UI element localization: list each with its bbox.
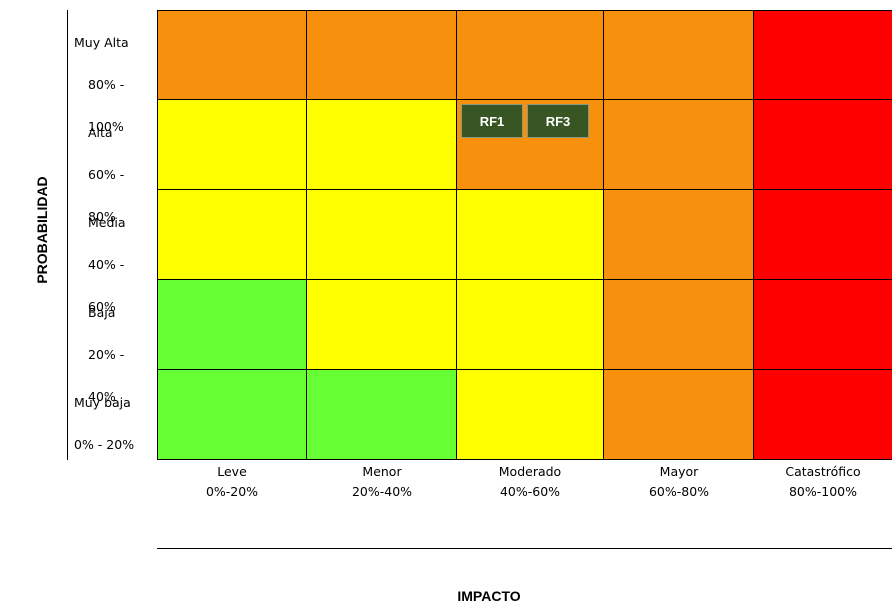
x-axis-title: IMPACTO [457, 588, 521, 604]
col-label-moderado: Moderado 40%-60% [498, 464, 562, 499]
matrix-cell-r4-c0 [157, 370, 307, 460]
matrix-cell-r4-c2 [457, 370, 604, 460]
matrix-cell-r3-c4 [754, 280, 892, 370]
matrix-cell-r1-c2: RF1 RF3 [457, 100, 604, 190]
matrix-cell-r2-c0 [157, 190, 307, 280]
matrix-cell-r3-c1 [307, 280, 457, 370]
matrix-cell-r3-c2 [457, 280, 604, 370]
matrix-cell-r4-c1 [307, 370, 457, 460]
matrix-cell-r4-c4 [754, 370, 892, 460]
col-label-leve: Leve 0%-20% [205, 464, 259, 499]
risk-matrix: RF1 RF3 [157, 10, 892, 460]
matrix-cell-r2-c4 [754, 190, 892, 280]
matrix-cell-r1-c1 [307, 100, 457, 190]
risk-tag-rf1[interactable]: RF1 [461, 104, 523, 138]
matrix-cell-r1-c0 [157, 100, 307, 190]
x-axis-line [157, 548, 892, 549]
matrix-cell-r1-c3 [604, 100, 754, 190]
matrix-cell-r1-c4 [754, 100, 892, 190]
risk-tag-rf3[interactable]: RF3 [527, 104, 589, 138]
matrix-cell-r0-c1 [307, 10, 457, 100]
row-label-media: Media 40% - 60% [88, 215, 126, 314]
row-label-alta: Alta 60% - 80% [88, 125, 125, 224]
matrix-cell-r2-c1 [307, 190, 457, 280]
matrix-cell-r0-c0 [157, 10, 307, 100]
col-label-mayor: Mayor 60%-80% [648, 464, 710, 499]
matrix-cell-r4-c3 [604, 370, 754, 460]
col-label-catastrofico: Catastrófico 80%-100% [785, 464, 861, 499]
matrix-cell-r0-c4 [754, 10, 892, 100]
row-label-muy-baja: Muy baja 0% - 20% [74, 395, 135, 452]
matrix-cell-r3-c3 [604, 280, 754, 370]
col-label-menor: Menor 20%-40% [351, 464, 413, 499]
y-axis-line [67, 10, 68, 460]
matrix-cell-r0-c3 [604, 10, 754, 100]
row-label-muy-alta: Muy Alta 80% - 100% [74, 35, 129, 134]
y-axis-title: PROBABILIDAD [34, 176, 50, 284]
matrix-cell-r2-c3 [604, 190, 754, 280]
matrix-cell-r2-c2 [457, 190, 604, 280]
row-label-baja: Baja 20% - 40% [88, 305, 125, 404]
matrix-cell-r0-c2 [457, 10, 604, 100]
matrix-cell-r3-c0 [157, 280, 307, 370]
